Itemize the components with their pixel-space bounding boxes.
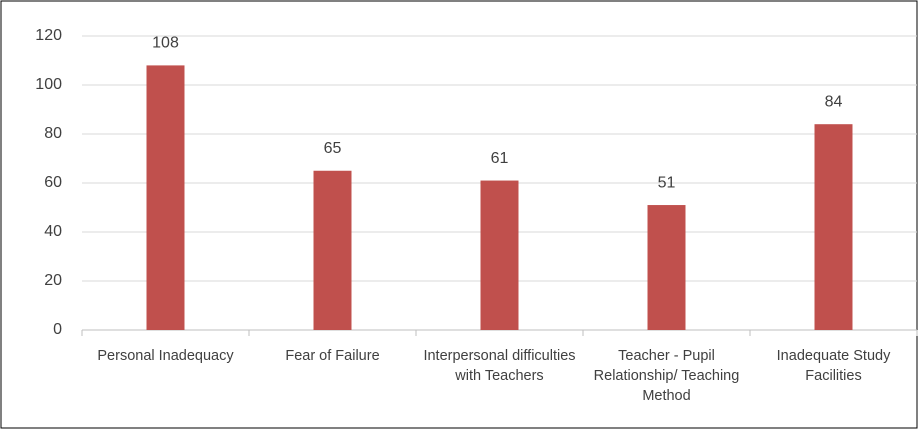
y-tick-label: 120 <box>35 27 62 44</box>
x-tick-label: Fear of Failure <box>285 348 380 364</box>
y-tick-label: 60 <box>44 174 62 191</box>
y-tick-label: 0 <box>53 321 62 338</box>
data-label: 65 <box>324 140 342 157</box>
x-tick-label: Teacher - Pupil Relationship/ Teaching M… <box>593 348 740 404</box>
bar <box>814 124 853 330</box>
y-tick-label: 20 <box>44 272 62 289</box>
y-tick-label: 100 <box>35 76 62 93</box>
y-tick-label: 40 <box>44 223 62 240</box>
x-tick-label: Personal Inadequacy <box>97 348 234 364</box>
data-label: 108 <box>152 35 179 52</box>
bar <box>146 65 185 331</box>
bar <box>647 205 686 330</box>
data-label: 84 <box>825 93 843 110</box>
bar <box>480 180 519 330</box>
data-label: 51 <box>658 174 676 191</box>
x-tick-label: Inadequate Study Facilities <box>776 348 891 384</box>
x-tick-label: Interpersonal difficulties with Teachers <box>423 348 576 384</box>
data-label: 61 <box>491 150 509 167</box>
y-tick-label: 80 <box>44 125 62 142</box>
bar <box>313 170 352 330</box>
